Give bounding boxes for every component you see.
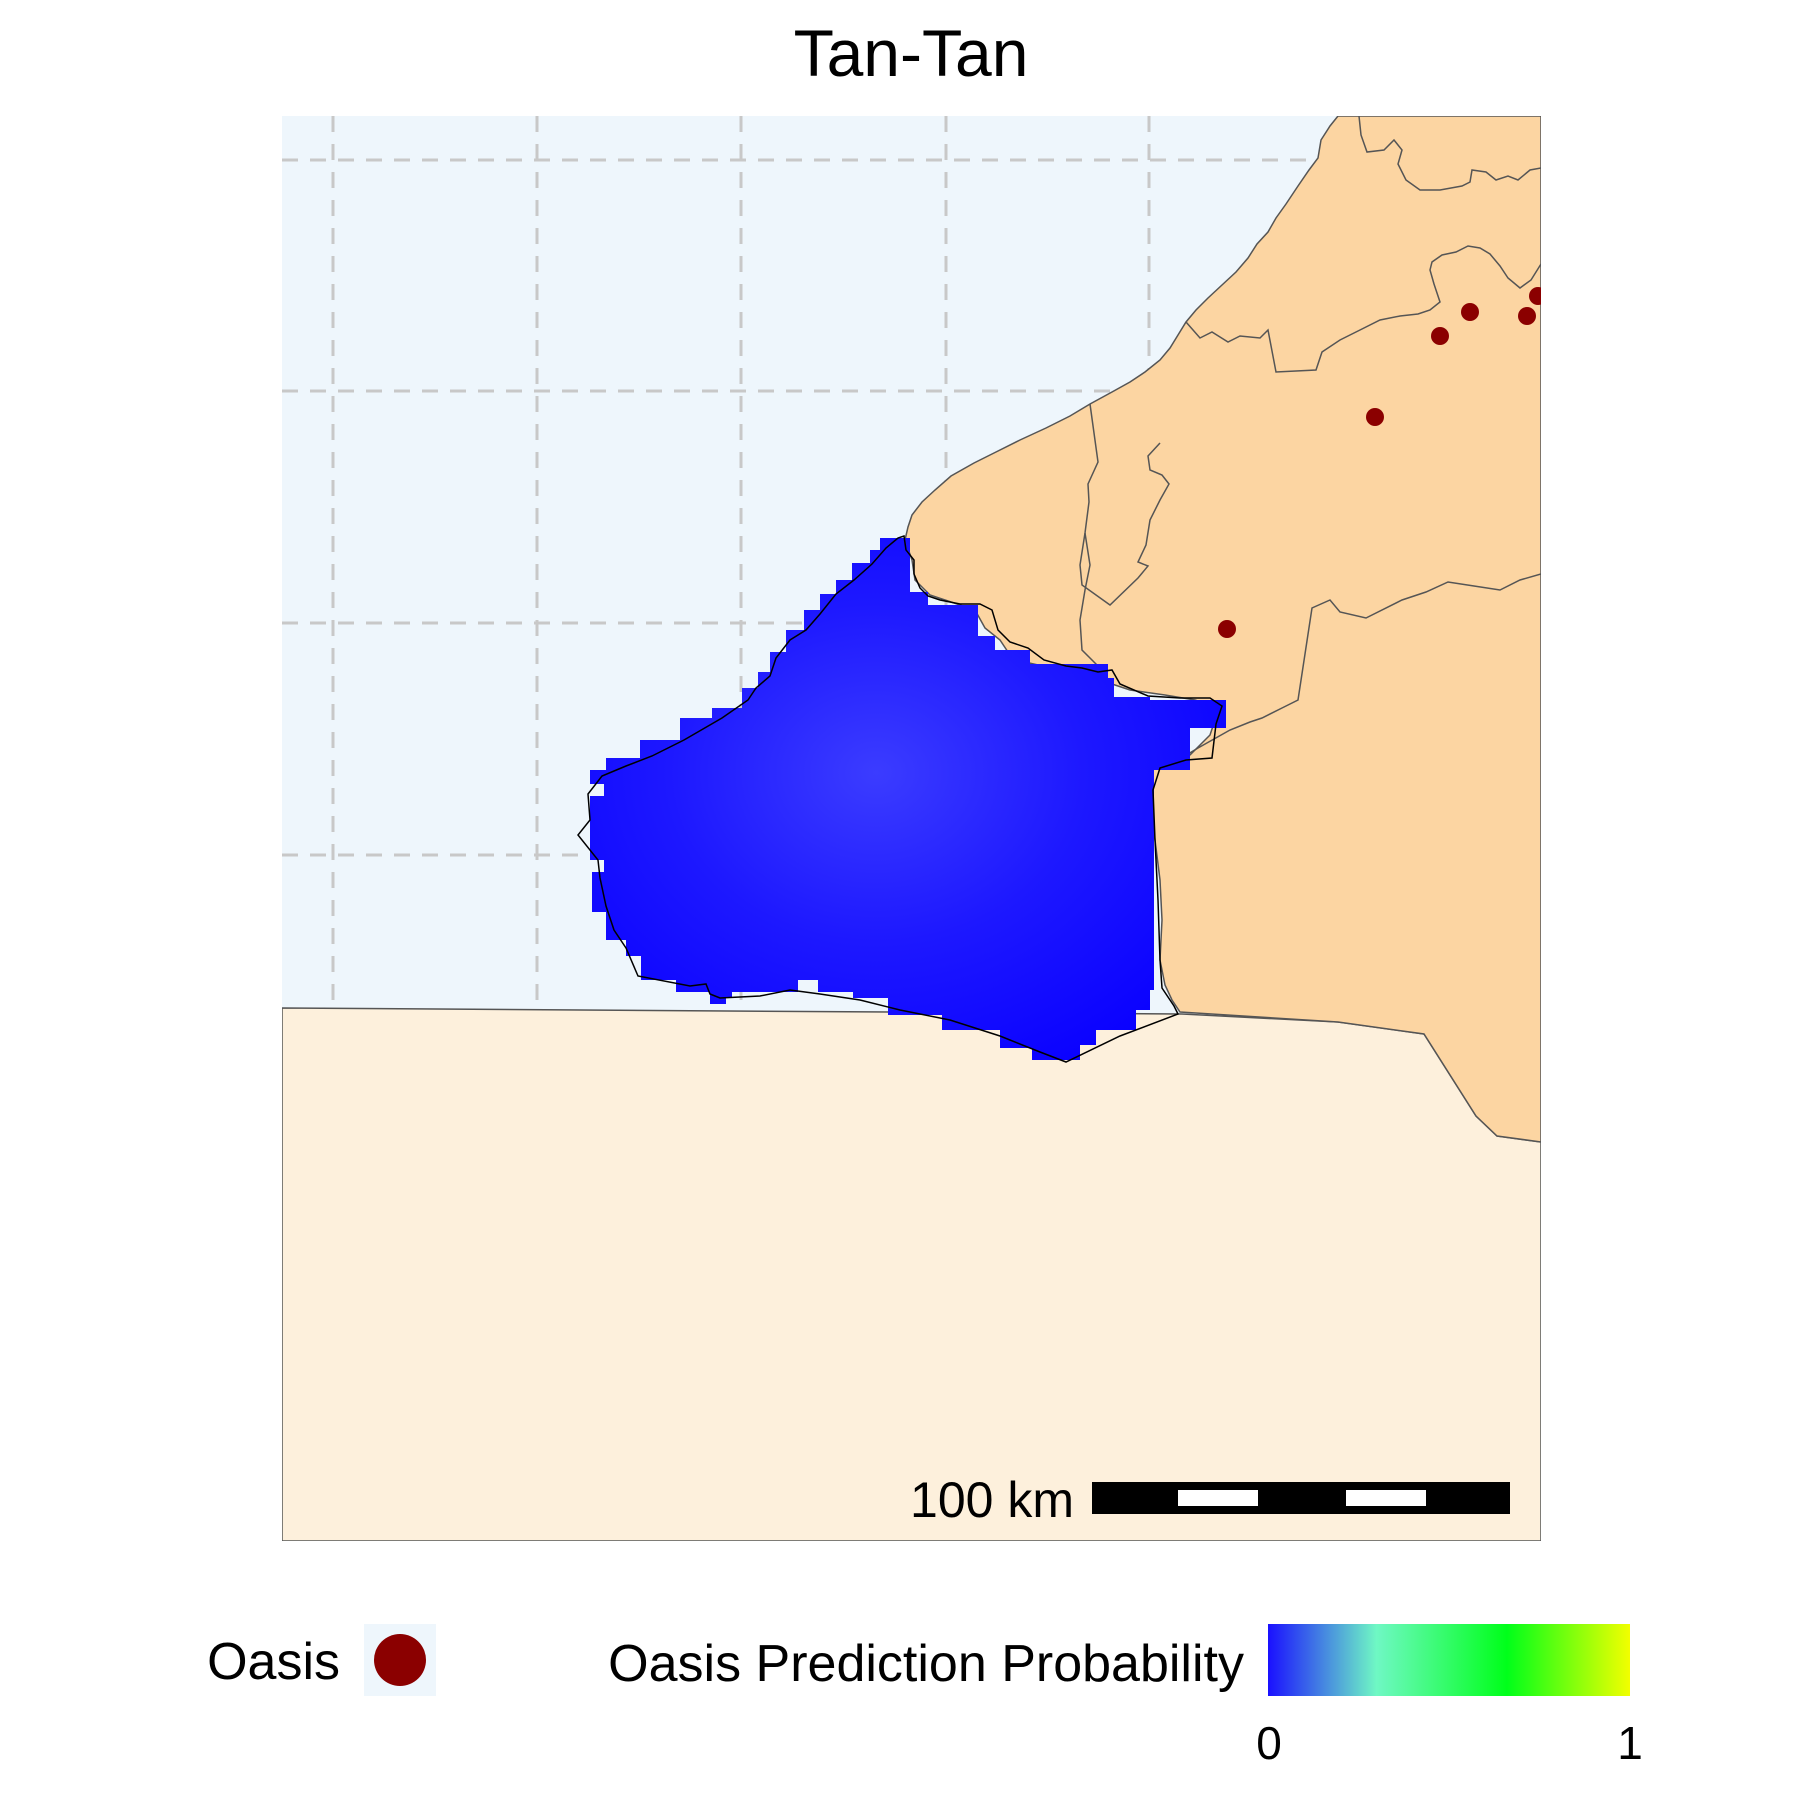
tan-tan-outline [577,535,1223,1063]
legend-oasis-dot-icon [374,1634,426,1686]
legend: Oasis Oasis Prediction Probability 0 1 [207,1624,1643,1769]
legend-gradient-min: 0 [1256,1717,1282,1769]
oasis-point [1529,287,1541,305]
legend-gradient-max: 1 [1617,1717,1643,1769]
oasis-point [1431,327,1449,345]
oasis-point [1366,408,1384,426]
scale-bar-label: 100 km [910,1472,1074,1528]
legend-gradient-bar [1268,1624,1630,1696]
map-panel: 100 km [282,116,1541,1541]
oasis-point [1518,307,1536,325]
map-title: Tan-Tan [794,16,1029,90]
southern-land [282,1007,1541,1541]
oasis-point [1461,303,1479,321]
oasis-point [1218,620,1236,638]
oasis-points [1218,287,1541,638]
admin-boundaries [1079,116,1541,766]
legend-oasis-label: Oasis [207,1633,340,1691]
scale-bar: 100 km [910,1472,1510,1528]
prediction-raster [590,538,1226,1060]
legend-probability-label: Oasis Prediction Probability [608,1635,1244,1693]
